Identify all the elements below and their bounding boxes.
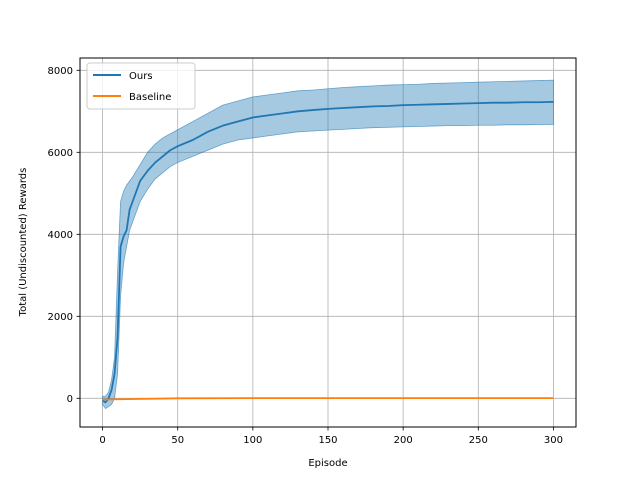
x-tick-label: 50 xyxy=(171,435,184,446)
legend-label-ours: Ours xyxy=(129,71,153,82)
y-axis-label: Total (Undiscounted) Rewards xyxy=(18,168,29,318)
y-tick-label: 6000 xyxy=(48,148,73,159)
legend: Ours Baseline xyxy=(86,62,196,110)
x-tick-label: 0 xyxy=(99,435,105,446)
plot-area xyxy=(102,79,554,410)
series-line-baseline xyxy=(102,397,554,401)
y-tick-label: 4000 xyxy=(48,230,73,241)
y-tick-label: 0 xyxy=(67,394,73,405)
series-band-ours xyxy=(102,79,554,410)
x-tick-label: 250 xyxy=(469,435,488,446)
y-tick-label: 8000 xyxy=(48,66,73,77)
x-axis-label: Episode xyxy=(308,458,347,469)
ticks: 0 50 100 150 200 250 300 0 2000 4000 6000 8000 xyxy=(48,66,563,446)
legend-label-baseline: Baseline xyxy=(129,92,171,103)
x-tick-label: 100 xyxy=(243,435,262,446)
x-tick-label: 300 xyxy=(544,435,563,446)
x-tick-label: 150 xyxy=(318,435,337,446)
series-line-ours xyxy=(102,100,554,404)
x-tick-label: 200 xyxy=(394,435,413,446)
y-tick-label: 2000 xyxy=(48,312,73,323)
